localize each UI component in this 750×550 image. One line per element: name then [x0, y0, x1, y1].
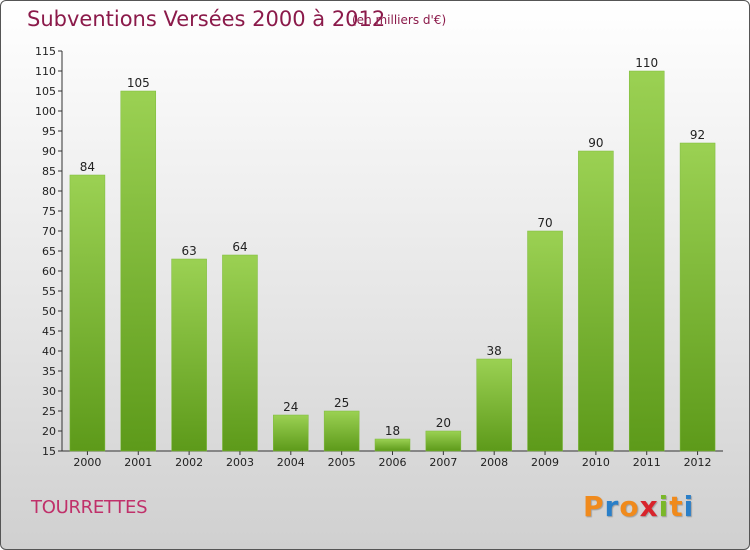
bar [69, 174, 106, 452]
x-tick-label: 2002 [175, 456, 203, 469]
bar [171, 258, 207, 452]
x-tick-label: 2006 [379, 456, 407, 469]
y-tick-label: 50 [42, 305, 56, 318]
y-tick-label: 70 [42, 225, 56, 238]
x-tick-label: 2008 [480, 456, 508, 469]
y-tick-label: 60 [42, 265, 56, 278]
bar-value-label: 90 [588, 136, 603, 150]
y-tick-label: 30 [42, 385, 56, 398]
bar-value-label: 105 [127, 76, 150, 90]
chart-axes: 15 20 25 30 35 40 45 50 55 60 65 70 75 80 85 90 95 100 105… [35, 45, 723, 469]
bar-value-label: 64 [232, 240, 247, 254]
logo-letter: r [604, 490, 620, 523]
x-tick-label: 2007 [429, 456, 457, 469]
bar [273, 414, 309, 452]
bar-value-label: 18 [385, 424, 400, 438]
x-tick-label: 2009 [531, 456, 559, 469]
y-tick-label: 20 [42, 425, 56, 438]
y-tick-label: 15 [42, 445, 56, 458]
commune-name: TOURRETTES [31, 497, 148, 518]
bar-value-label: 110 [635, 56, 658, 70]
bar [120, 90, 157, 452]
x-tick-label: 2010 [582, 456, 610, 469]
y-tick-label: 55 [42, 285, 56, 298]
logo-letter: x [639, 490, 659, 523]
bar [578, 150, 614, 452]
y-tick-label: 110 [35, 65, 56, 78]
bar-value-label: 38 [487, 344, 502, 358]
bar-value-label: 70 [537, 216, 552, 230]
y-tick-label: 25 [42, 405, 56, 418]
bar [476, 358, 512, 452]
y-tick-label: 100 [35, 105, 56, 118]
x-tick-label: 2005 [328, 456, 356, 469]
x-tick-label: 2004 [277, 456, 305, 469]
y-tick-label: 95 [42, 125, 56, 138]
y-tick-label: 65 [42, 245, 56, 258]
y-tick-label: 80 [42, 185, 56, 198]
bar [425, 430, 462, 452]
x-tick-label: 2012 [684, 456, 712, 469]
logo-letter: i [658, 490, 670, 523]
x-tick-label: 2003 [226, 456, 254, 469]
bar-value-label: 84 [80, 160, 95, 174]
logo-letter: i [683, 490, 695, 523]
x-tick-label: 2011 [633, 456, 661, 469]
proxiti-logo: Proxiti [583, 490, 694, 523]
bar [527, 230, 563, 452]
y-tick-label: 115 [35, 45, 56, 58]
bar-value-label: 25 [334, 396, 349, 410]
bar-value-label: 24 [283, 400, 298, 414]
bar [222, 254, 258, 452]
y-tick-label: 35 [42, 365, 56, 378]
bar [628, 70, 665, 452]
chart-bars: 84 105 63 64 24 25 18 20 38 70 90 110 92 [69, 56, 716, 452]
x-tick-label: 2000 [73, 456, 101, 469]
logo-letter: P [583, 490, 605, 523]
bar-value-label: 63 [181, 244, 196, 258]
bar [374, 438, 411, 452]
y-tick-label: 75 [42, 205, 56, 218]
bar [679, 142, 716, 452]
y-tick-label: 85 [42, 165, 56, 178]
y-tick-label: 105 [35, 85, 56, 98]
bar-value-label: 20 [436, 416, 451, 430]
y-tick-label: 45 [42, 325, 56, 338]
x-tick-label: 2001 [124, 456, 152, 469]
chart-title: Subventions Versées 2000 à 2012 [27, 7, 386, 31]
y-tick-label: 90 [42, 145, 56, 158]
bar [323, 410, 360, 452]
chart-subtitle: (en milliers d'€) [352, 13, 447, 27]
y-tick-label: 40 [42, 345, 56, 358]
bar-value-label: 92 [690, 128, 705, 142]
logo-letter: o [619, 490, 640, 523]
logo-letter: t [669, 490, 684, 523]
